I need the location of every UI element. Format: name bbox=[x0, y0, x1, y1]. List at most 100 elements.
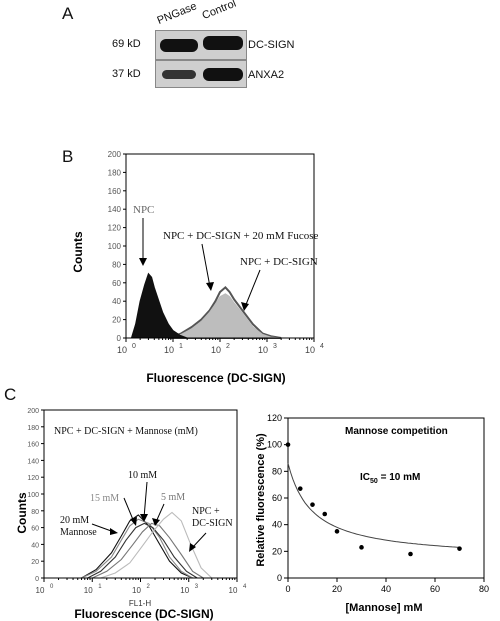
arrow-5mm bbox=[155, 503, 165, 523]
npc-arrowhead bbox=[139, 258, 147, 266]
c-x-tick-label: 10 bbox=[36, 586, 45, 595]
competition-fit-line bbox=[287, 463, 460, 548]
b-x-tick-exp: 2 bbox=[226, 343, 230, 350]
competition-x-tick-label: 20 bbox=[332, 584, 342, 594]
competition-data-point bbox=[457, 546, 462, 551]
c-y-tick-label: 140 bbox=[27, 458, 39, 465]
blot-dcsign bbox=[155, 30, 247, 60]
label-20mm-line2: Mannose bbox=[60, 527, 97, 538]
lane-label-control: Control bbox=[200, 0, 238, 23]
panel-c-letter: C bbox=[4, 385, 17, 404]
label-npc-dcsign: NPC + DC-SIGN bbox=[192, 506, 233, 529]
c-y-tick-label: 120 bbox=[27, 475, 39, 482]
arrowhead-10mm bbox=[140, 514, 148, 522]
arrowhead-npc-dcsign bbox=[189, 543, 196, 552]
ic50-sub: 50 bbox=[370, 478, 378, 485]
b-x-tick-exp: 1 bbox=[179, 343, 183, 350]
ic50-ic: IC bbox=[360, 472, 370, 483]
c-x-tick-label: 10 bbox=[229, 586, 238, 595]
competition-y-tick-label: 120 bbox=[267, 413, 282, 423]
b-x-tick-label: 10 bbox=[164, 345, 174, 355]
competition-xlabel: [Mannose] mM bbox=[346, 602, 423, 614]
c-y-tick-label: 180 bbox=[27, 425, 39, 432]
blot-band-dcsign-pngase bbox=[160, 39, 198, 52]
competition-x-tick-label: 80 bbox=[479, 584, 489, 594]
blot-size-dcsign: 69 kD bbox=[112, 38, 141, 50]
mannose-title: NPC + DC-SIGN + Mannose (mM) bbox=[54, 426, 198, 437]
c-y-tick-label: 160 bbox=[27, 442, 39, 449]
competition-y-tick-label: 60 bbox=[272, 493, 282, 503]
label-npc-dcsign-line1: NPC + bbox=[192, 506, 220, 517]
competition-x-tick-label: 40 bbox=[381, 584, 391, 594]
series-15-mm bbox=[81, 518, 193, 579]
competition-x-tick-label: 60 bbox=[430, 584, 440, 594]
b-y-tick-label: 80 bbox=[112, 260, 121, 269]
competition-data-point bbox=[322, 511, 328, 517]
blot-band-anxa2-pngase bbox=[162, 70, 196, 79]
series-npc-dc-sign-20-mm-fucose bbox=[168, 286, 282, 339]
competition-data-point bbox=[310, 502, 315, 507]
blot-protein-anxa2: ANXA2 bbox=[248, 69, 285, 81]
competition-data-point bbox=[297, 486, 303, 491]
competition-x-tick-label: 0 bbox=[285, 584, 290, 594]
series-npc bbox=[130, 272, 188, 339]
c-x-tick-exp: 0 bbox=[50, 584, 54, 590]
c-xlabel: Fluorescence (DC-SIGN) bbox=[74, 607, 213, 621]
b-x-tick-label: 10 bbox=[117, 345, 127, 355]
c-y-tick-label: 60 bbox=[31, 526, 39, 533]
label-20mm: 20 mM Mannose bbox=[60, 515, 97, 538]
competition-ylabel: Relative fluorescence (%) bbox=[255, 433, 267, 567]
fucose-label: NPC + DC-SIGN + 20 mM Fucose bbox=[163, 230, 319, 242]
dcsign-arrow bbox=[244, 269, 261, 308]
c-x-tick-exp: 3 bbox=[195, 584, 199, 590]
fucose-arrowhead bbox=[206, 282, 214, 291]
b-y-tick-label: 160 bbox=[108, 187, 122, 196]
c-x-tick-exp: 4 bbox=[243, 584, 247, 590]
competition-data-point bbox=[359, 545, 364, 550]
fucose-arrow bbox=[201, 243, 211, 288]
c-y-tick-label: 200 bbox=[27, 408, 39, 415]
ic50-value: = 10 mM bbox=[378, 472, 421, 483]
series-npc-dc-sign bbox=[100, 511, 213, 579]
label-npc-dcsign-line2: DC-SIGN bbox=[192, 518, 233, 529]
c-x-tick-exp: 2 bbox=[147, 584, 151, 590]
series-20-mm-mannose bbox=[81, 514, 193, 579]
b-x-tick-exp: 3 bbox=[273, 343, 277, 350]
arrowhead-15mm bbox=[130, 517, 137, 526]
b-y-tick-label: 100 bbox=[108, 242, 122, 251]
c-y-tick-label: 100 bbox=[27, 492, 39, 499]
c-x-tick-label: 10 bbox=[84, 586, 93, 595]
c-y-tick-label: 20 bbox=[31, 559, 39, 566]
c-ylabel: Counts bbox=[15, 492, 29, 534]
arrow-npc-dcsign bbox=[191, 532, 207, 549]
c-x-tick-label: 10 bbox=[180, 586, 189, 595]
c-fl1h: FL1-H bbox=[129, 599, 151, 608]
competition-frame bbox=[287, 417, 485, 579]
competition-data-point bbox=[408, 551, 413, 557]
label-20mm-line1: 20 mM bbox=[60, 515, 89, 526]
label-10mm: 10 mM bbox=[128, 470, 157, 481]
b-y-tick-label: 20 bbox=[112, 316, 121, 325]
dcsign-label: NPC + DC-SIGN bbox=[240, 256, 318, 268]
label-15mm: 15 mM bbox=[90, 493, 119, 504]
c-y-tick-label: 40 bbox=[31, 542, 39, 549]
panel-b-letter: B bbox=[62, 147, 74, 166]
series-5-mm bbox=[92, 522, 204, 579]
panel-a-letter: A bbox=[62, 4, 74, 23]
b-x-tick-label: 10 bbox=[258, 345, 268, 355]
series-npc-dc-sign bbox=[168, 293, 282, 339]
series-10-mm bbox=[87, 522, 198, 579]
b-y-tick-label: 60 bbox=[112, 279, 121, 288]
competition-y-tick-label: 20 bbox=[272, 546, 282, 556]
b-y-tick-label: 200 bbox=[108, 150, 122, 159]
competition-y-tick-label: 100 bbox=[267, 440, 282, 450]
c-y-tick-label: 0 bbox=[35, 576, 39, 583]
competition-chart: 0 20 40 60 80 0 20 40 60 80 100 120 Mannose competi… bbox=[255, 413, 489, 614]
dcsign-arrowhead bbox=[241, 302, 249, 311]
c-x-tick-label: 10 bbox=[132, 586, 141, 595]
npc-label: NPC bbox=[133, 204, 154, 216]
competition-y-tick-label: 80 bbox=[272, 466, 282, 476]
b-x-tick-exp: 4 bbox=[320, 343, 324, 350]
